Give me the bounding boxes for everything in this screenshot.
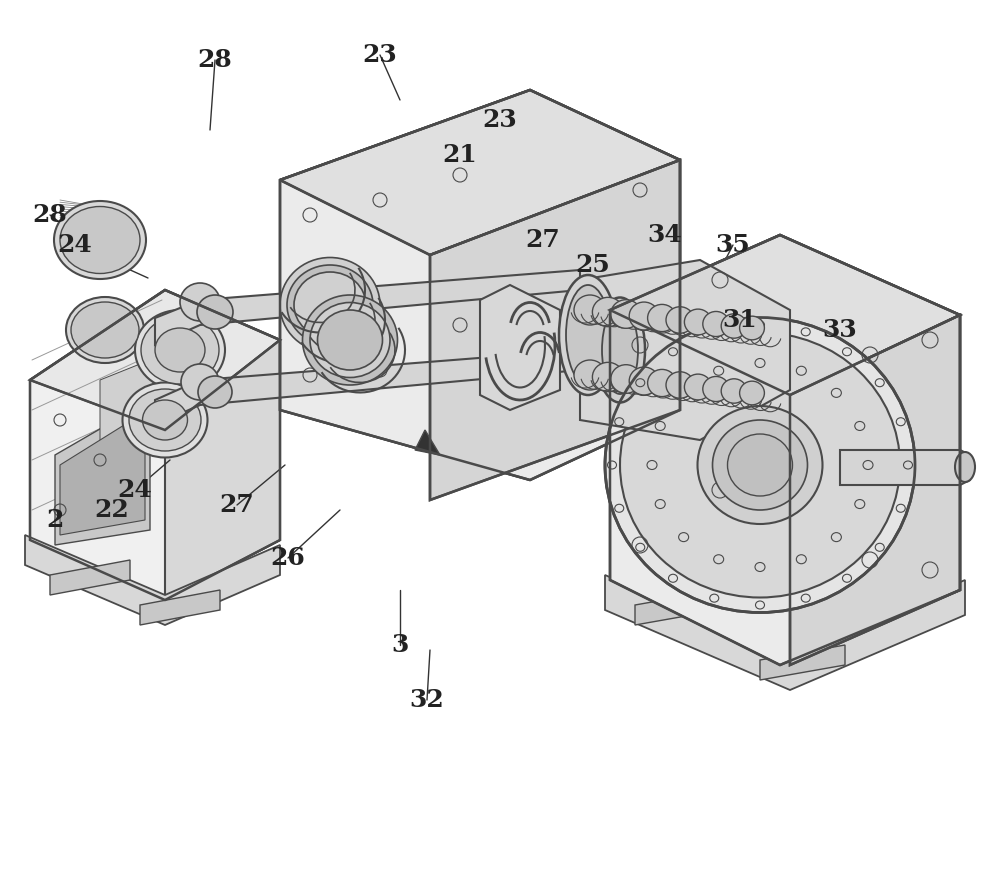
Ellipse shape [198,376,232,408]
Ellipse shape [592,297,624,326]
Ellipse shape [602,306,638,394]
Ellipse shape [684,309,712,335]
Text: 2: 2 [46,508,64,532]
Ellipse shape [302,295,398,385]
Ellipse shape [721,314,747,338]
Ellipse shape [155,328,205,372]
Ellipse shape [629,302,659,330]
Text: 26: 26 [271,546,305,570]
Polygon shape [280,90,680,255]
Polygon shape [580,260,790,440]
Ellipse shape [605,318,915,612]
Text: 21: 21 [443,143,477,167]
Ellipse shape [66,297,144,363]
Ellipse shape [559,275,617,395]
Ellipse shape [721,378,747,403]
Polygon shape [415,430,440,455]
Text: 35: 35 [716,233,750,257]
Text: 28: 28 [198,48,232,72]
Ellipse shape [648,370,676,397]
Polygon shape [140,590,220,625]
Ellipse shape [143,400,188,440]
Polygon shape [55,400,150,545]
Ellipse shape [574,295,606,325]
Text: 27: 27 [526,228,560,252]
Polygon shape [155,350,580,425]
Ellipse shape [666,371,694,399]
Ellipse shape [294,272,366,338]
Ellipse shape [71,302,139,358]
Polygon shape [605,575,965,690]
Text: 24: 24 [58,233,92,257]
Ellipse shape [611,300,641,328]
Ellipse shape [180,283,220,321]
Polygon shape [480,285,560,410]
Polygon shape [165,340,280,600]
Polygon shape [790,315,960,665]
Text: 27: 27 [220,493,254,517]
Ellipse shape [318,310,382,370]
Text: 31: 31 [723,308,757,332]
Ellipse shape [684,374,712,400]
Ellipse shape [666,307,694,333]
Text: 22: 22 [95,498,129,522]
Polygon shape [840,450,970,485]
Ellipse shape [280,258,380,353]
Ellipse shape [310,303,390,377]
Ellipse shape [54,201,146,279]
Ellipse shape [122,383,208,458]
Polygon shape [610,235,960,665]
Polygon shape [30,290,280,430]
Ellipse shape [629,367,659,395]
Ellipse shape [712,420,808,510]
Polygon shape [155,270,580,345]
Polygon shape [430,160,680,500]
Ellipse shape [620,333,900,597]
Ellipse shape [574,360,606,390]
Ellipse shape [592,363,624,392]
Ellipse shape [60,206,140,273]
Polygon shape [635,590,720,625]
Ellipse shape [566,285,610,385]
Text: 32: 32 [410,688,444,712]
Ellipse shape [740,381,764,405]
Text: 25: 25 [576,253,610,277]
Ellipse shape [703,311,729,337]
Ellipse shape [698,406,822,524]
Text: 34: 34 [648,223,682,247]
Text: 23: 23 [483,108,517,132]
Ellipse shape [740,316,764,340]
Text: 23: 23 [363,43,397,67]
Polygon shape [50,560,130,595]
Polygon shape [280,90,680,480]
Ellipse shape [197,295,233,329]
Ellipse shape [141,316,219,384]
Polygon shape [100,340,200,450]
Ellipse shape [648,304,676,332]
Text: 28: 28 [33,203,67,227]
Polygon shape [30,290,280,600]
Ellipse shape [135,310,225,390]
Text: 33: 33 [823,318,857,342]
Ellipse shape [955,452,975,482]
Polygon shape [610,235,960,395]
Ellipse shape [703,377,729,401]
Text: 3: 3 [391,633,409,657]
Ellipse shape [287,265,373,345]
Text: 24: 24 [118,478,152,502]
Ellipse shape [611,364,641,393]
Ellipse shape [181,364,219,400]
Ellipse shape [728,434,792,496]
Ellipse shape [129,389,201,451]
Polygon shape [760,645,845,680]
Polygon shape [60,412,145,535]
Ellipse shape [595,297,645,402]
Polygon shape [25,535,280,625]
